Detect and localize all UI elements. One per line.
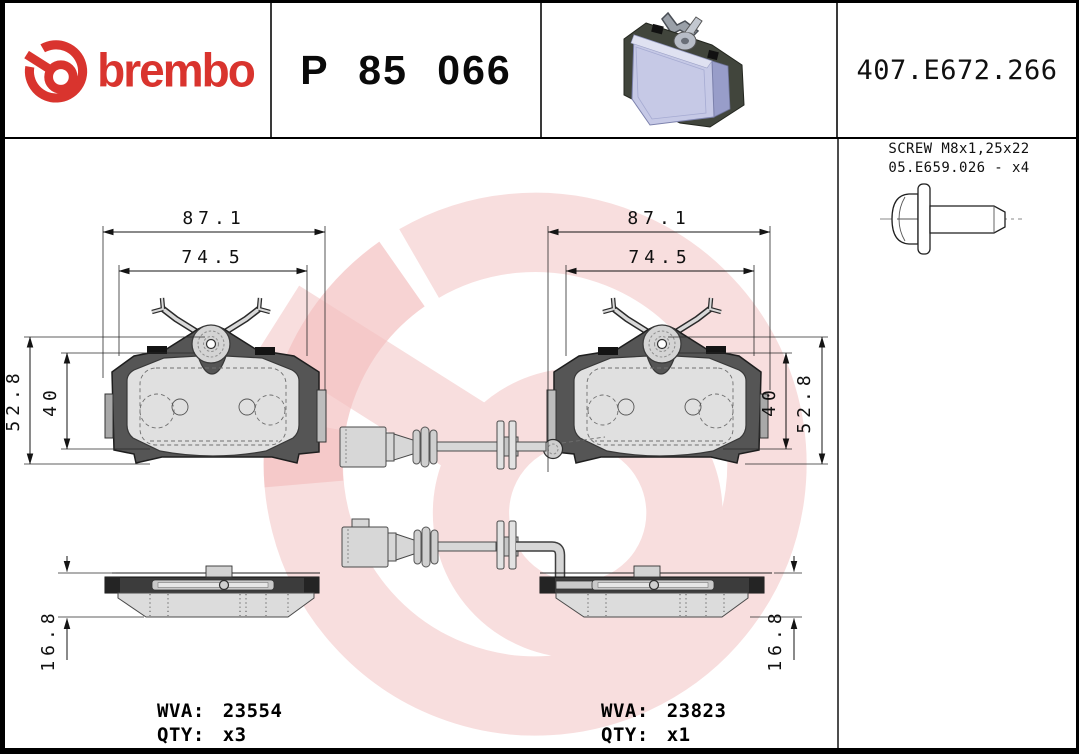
dim-outer-height-left: 52.8 xyxy=(3,368,24,431)
qty-left: QTY: x3 xyxy=(157,724,247,746)
dimension-thickness-right: 16.8 xyxy=(750,556,802,672)
dimensions-left-pad: 87.1 74.5 52.8 40 xyxy=(3,208,326,465)
dim-inner-height-right: 40 xyxy=(759,385,780,417)
dim-inner-width-right: 74.5 xyxy=(628,247,691,268)
wear-sensor-connector-top xyxy=(339,420,547,470)
wear-sensor-connector-bottom xyxy=(341,518,566,584)
qty-right: QTY: x1 xyxy=(601,724,691,746)
page-border-right xyxy=(1076,0,1079,754)
dim-thickness-right: 16.8 xyxy=(765,608,786,671)
wva-number-left: WVA: 23554 xyxy=(157,700,283,722)
brake-pad-3d-image xyxy=(623,11,745,128)
pad-right-label: WVA: 23823 QTY: x1 xyxy=(601,699,726,747)
catalog-code-cell: 407.E672.266 xyxy=(838,3,1076,137)
dim-inner-width-left: 74.5 xyxy=(181,247,244,268)
brand-cell: brembo xyxy=(5,3,272,137)
dim-inner-height-left: 40 xyxy=(40,385,61,417)
screw-caption: SCREW M8x1,25x22 05.E659.026 - x4 xyxy=(843,140,1075,178)
dim-outer-width-left: 87.1 xyxy=(182,208,245,229)
wva-number-right: WVA: 23823 xyxy=(601,700,727,722)
dimensions-right-pad: 87.1 74.5 40 52.8 xyxy=(547,208,828,472)
screw-spec: SCREW M8x1,25x22 xyxy=(888,141,1030,157)
header: brembo P 85 066 407.E672.266 xyxy=(5,3,1076,139)
screw-drawing xyxy=(880,183,1022,255)
dim-outer-width-right: 87.1 xyxy=(627,208,690,229)
page-border-left xyxy=(0,0,5,754)
catalog-code: 407.E672.266 xyxy=(856,54,1058,86)
pad-profile-left xyxy=(104,565,320,618)
brembo-logo-icon xyxy=(21,35,91,105)
part-number: P 85 066 xyxy=(300,46,512,93)
part-number-cell: P 85 066 xyxy=(272,3,542,137)
pad-3d-cell xyxy=(542,3,838,137)
page-border-bottom xyxy=(0,748,1079,754)
dimension-thickness-left: 16.8 xyxy=(38,556,144,672)
pad-profile-right xyxy=(539,565,772,618)
pad-left-label: WVA: 23554 QTY: x3 xyxy=(157,699,282,747)
dim-outer-height-right: 52.8 xyxy=(794,370,815,433)
page-border-top xyxy=(0,0,1079,3)
brand-name: brembo xyxy=(97,43,256,97)
screw-code: 05.E659.026 - x4 xyxy=(888,160,1030,176)
dim-thickness-left: 16.8 xyxy=(38,608,59,671)
